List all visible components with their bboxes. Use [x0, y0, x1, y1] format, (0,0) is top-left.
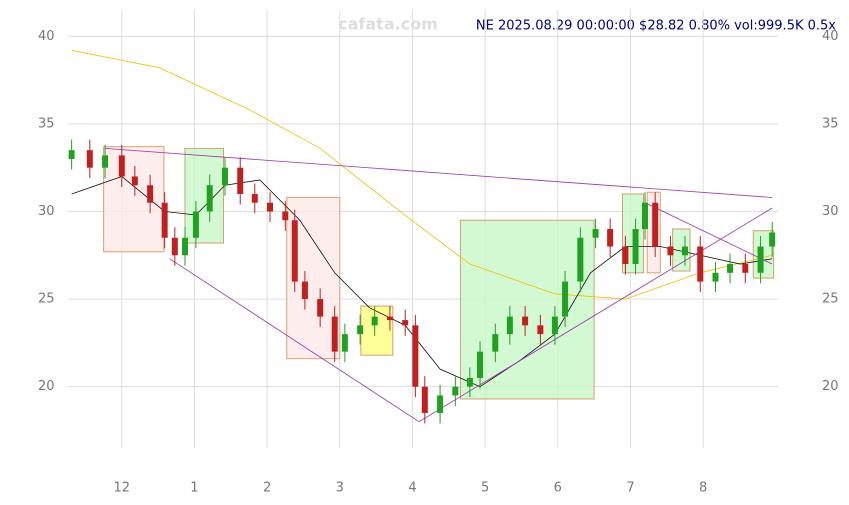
- x-tick-label: 1: [190, 481, 198, 496]
- candle-body: [192, 211, 199, 238]
- candle-body: [267, 202, 274, 212]
- y-tick-label: 40: [822, 29, 839, 44]
- x-tick-label: 12: [114, 481, 131, 496]
- candle-body: [237, 167, 244, 194]
- candle-body: [522, 316, 529, 326]
- candle-body: [291, 220, 298, 282]
- overlay-line: [169, 258, 420, 423]
- candle-body: [757, 246, 764, 273]
- candle-body: [331, 316, 338, 352]
- candle-body: [282, 211, 289, 221]
- candle-body: [118, 155, 125, 177]
- candle-body: [301, 281, 308, 300]
- y-tick-label: 40: [38, 29, 55, 44]
- candle-body: [131, 176, 138, 186]
- candle-body: [421, 386, 428, 413]
- y-tick-label: 30: [822, 204, 839, 219]
- candle-body: [492, 334, 499, 352]
- x-tick-label: 3: [336, 481, 344, 496]
- candle-body: [341, 334, 348, 352]
- candle-body: [622, 246, 629, 265]
- overlay-line: [418, 207, 773, 423]
- candle-body: [371, 316, 378, 326]
- x-tick-label: 8: [699, 481, 707, 496]
- y-tick-label: 20: [38, 379, 55, 394]
- overlay-line: [71, 49, 773, 300]
- candle-body: [68, 150, 75, 159]
- candle-body: [727, 264, 734, 273]
- candle-body: [102, 155, 109, 168]
- x-tick-label: 2: [263, 481, 271, 496]
- candle-body: [412, 325, 419, 387]
- candle-body: [206, 185, 213, 212]
- candle-body: [742, 264, 749, 273]
- candle-body: [171, 237, 178, 256]
- y-tick-label: 35: [38, 116, 55, 131]
- candle-body: [652, 202, 659, 247]
- x-tick-label: 6: [554, 481, 562, 496]
- candle-body: [551, 316, 558, 335]
- candle-body: [537, 325, 544, 335]
- y-tick-label: 30: [38, 204, 55, 219]
- overlay-line: [644, 202, 773, 265]
- candle-body: [577, 237, 584, 282]
- overlay-line: [105, 148, 773, 198]
- candle-body: [402, 320, 409, 326]
- x-tick-label: 4: [408, 481, 416, 496]
- candle-body: [592, 229, 599, 238]
- candle-body: [317, 299, 324, 317]
- y-tick-label: 20: [822, 379, 839, 394]
- candle-body: [562, 281, 569, 317]
- x-tick-label: 5: [481, 481, 489, 496]
- candle-body: [506, 316, 513, 335]
- candle-body: [182, 237, 189, 256]
- y-tick-label: 25: [38, 292, 55, 307]
- watermark: cafata.com: [338, 15, 438, 34]
- candle-body: [147, 185, 154, 203]
- candle-body: [221, 167, 228, 186]
- x-tick-label: 7: [626, 481, 634, 496]
- candle-body: [357, 325, 364, 335]
- candle-body: [452, 386, 459, 396]
- y-tick-label: 35: [822, 116, 839, 131]
- overlay-line: [71, 175, 773, 388]
- zone-box: [184, 147, 225, 244]
- candle-body: [477, 351, 484, 378]
- candle-body: [386, 316, 393, 321]
- candle-body: [86, 150, 93, 168]
- candle-body: [632, 229, 639, 265]
- candle-body: [607, 229, 614, 247]
- y-tick-label: 25: [822, 292, 839, 307]
- candle-body: [681, 246, 688, 256]
- candle-body: [697, 246, 704, 282]
- candle-body: [712, 272, 719, 282]
- zone-box: [360, 305, 394, 356]
- candle-body: [769, 232, 776, 247]
- zone-box: [103, 146, 165, 253]
- candle-body: [161, 202, 168, 238]
- candle-body: [437, 395, 444, 413]
- candle-body: [642, 202, 649, 229]
- candle-body: [251, 193, 258, 203]
- candle-body: [667, 246, 674, 256]
- candle-body: [466, 377, 473, 387]
- header: NE 2025.08.29 00:00:00 $28.82 0.80% vol:…: [476, 19, 836, 34]
